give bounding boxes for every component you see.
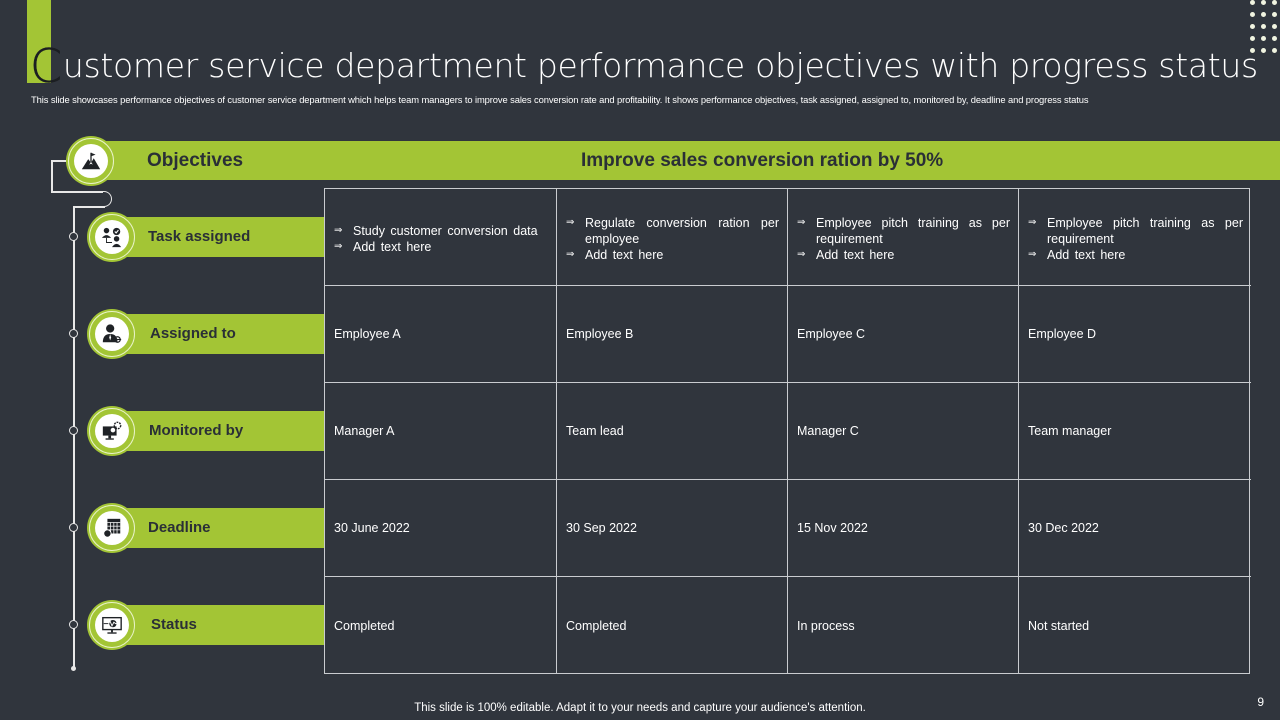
decorative-dots [1249,0,1280,60]
task-cell: ⇒ Regulate conversion ration per employee… [557,189,788,286]
deadline-icon-badge [87,503,137,553]
arrow-icon: ⇒ [797,249,806,260]
arrow-icon: ⇒ [1028,217,1037,228]
monitored-cell: Team manager [1019,383,1251,480]
status-cell: Completed [325,577,557,674]
footer-note: This slide is 100% editable. Adapt it to… [414,702,866,714]
row-label-task-assigned: Task assigned [148,228,251,245]
row-label-status: Status [151,616,197,633]
row-label-monitored-by: Monitored by [149,422,244,439]
objective-icon-badge [66,136,116,186]
status-cell: In process [788,577,1019,674]
status-icon-badge [87,600,137,650]
calendar-clock-icon [103,518,121,538]
task-icon-badge [87,212,137,262]
status-cell: Not started [1028,618,1090,633]
assigned-cell: Employee D [1019,286,1251,383]
arrow-icon: ⇒ [334,241,343,252]
employee-icon [102,324,122,343]
deadline-cell: 15 Nov 2022 [788,480,1019,577]
arrow-icon: ⇒ [566,217,575,228]
arrow-icon: ⇒ [797,217,806,228]
slide-subtitle: This slide showcases performance objecti… [31,94,1089,105]
arrow-icon: ⇒ [1028,249,1037,260]
objective-bar [90,141,1280,180]
status-cell: Completed [557,577,788,674]
monitored-icon-badge [87,406,137,456]
assigned-cell: Employee A [325,286,557,383]
monitored-cell: Manager C [788,383,1019,480]
task-cell: ⇒ Employee pitch training as per requirem… [1019,189,1251,286]
objective-label: Objectives [147,150,244,171]
deadline-cell: 30 Sep 2022 [557,480,788,577]
page-number: 9 [1257,695,1264,709]
task-assign-icon [101,227,122,248]
objectives-table: ⇒ Study customer conversion data ⇒ Add tex… [324,188,1251,674]
task-cell: ⇒ Study customer conversion data ⇒ Add tex… [325,189,557,286]
title-accent-bar [27,0,51,83]
arrow-icon: ⇒ [566,249,575,260]
objective-value: Improve sales conversion ration by 50% [581,150,944,171]
title-first-letter: C [30,39,63,93]
monitor-chart-icon [102,616,122,634]
title-text: ustomer service department performance o… [62,46,1258,85]
task-cell: ⇒ Employee pitch training as per requirem… [788,189,1019,286]
slide-title: C ustomer service department performance… [30,39,1258,93]
deadline-cell: 30 Dec 2022 [1019,480,1251,577]
deadline-cell: 30 June 2022 [325,480,557,577]
monitored-cell: Manager A [325,383,557,480]
mountain-flag-icon [81,152,101,170]
assigned-cell: Employee C [788,286,1019,383]
monitored-cell: Team lead [557,383,788,480]
assigned-cell: Employee B [557,286,788,383]
arrow-icon: ⇒ [334,225,343,236]
row-label-deadline: Deadline [148,519,211,536]
monitor-gear-icon [102,421,122,440]
row-label-assigned-to: Assigned to [150,325,236,342]
assigned-icon-badge [87,309,137,359]
